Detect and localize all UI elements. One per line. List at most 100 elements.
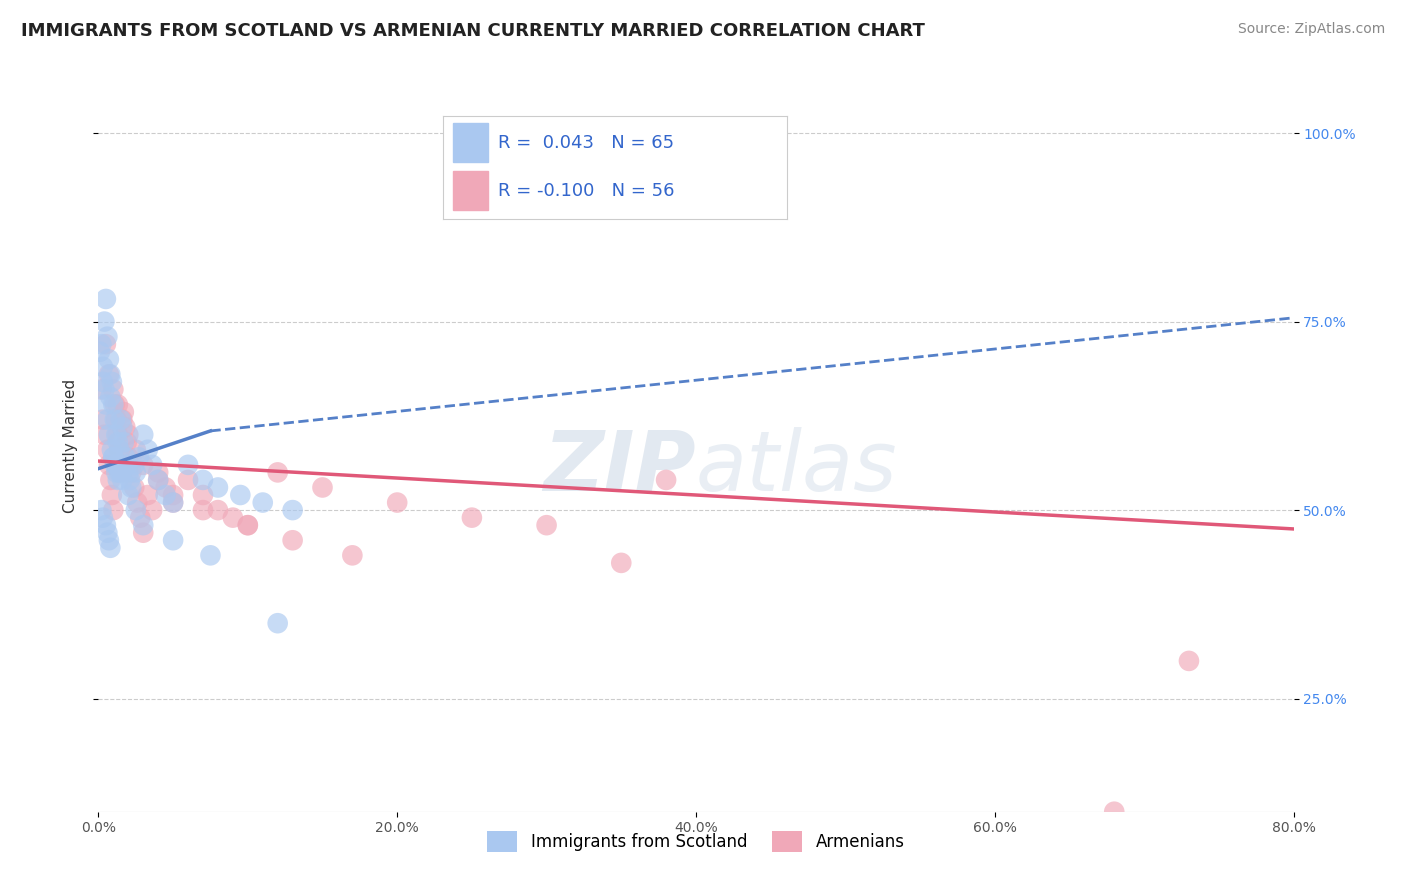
Point bbox=[98, 541, 122, 555]
Point bbox=[107, 427, 129, 442]
Point bbox=[105, 427, 128, 442]
Point bbox=[98, 390, 122, 404]
Point bbox=[236, 518, 259, 533]
Point bbox=[110, 466, 132, 480]
Point bbox=[141, 503, 163, 517]
Point bbox=[105, 458, 128, 472]
Point bbox=[132, 518, 155, 533]
Point bbox=[222, 510, 245, 524]
Point bbox=[136, 488, 159, 502]
Point bbox=[162, 495, 184, 509]
Point bbox=[342, 549, 364, 563]
Point bbox=[111, 412, 134, 426]
Point bbox=[124, 458, 146, 472]
Point bbox=[97, 458, 120, 472]
Point bbox=[120, 480, 142, 494]
Point bbox=[148, 466, 170, 480]
Point bbox=[108, 442, 131, 457]
Point bbox=[1104, 805, 1126, 819]
Point bbox=[132, 458, 155, 472]
Text: Source: ZipAtlas.com: Source: ZipAtlas.com bbox=[1237, 22, 1385, 37]
Point bbox=[107, 398, 129, 412]
Point bbox=[311, 480, 333, 494]
Point bbox=[108, 442, 131, 457]
Point bbox=[155, 488, 177, 502]
Legend: Immigrants from Scotland, Armenians: Immigrants from Scotland, Armenians bbox=[481, 824, 911, 858]
Point bbox=[103, 398, 125, 412]
Bar bbox=[453, 171, 488, 211]
Point bbox=[94, 292, 117, 306]
Point bbox=[118, 473, 141, 487]
Point bbox=[112, 405, 135, 419]
Point bbox=[91, 412, 114, 426]
Point bbox=[267, 466, 290, 480]
Point bbox=[207, 503, 229, 517]
Point bbox=[120, 466, 142, 480]
Point bbox=[97, 427, 120, 442]
Point bbox=[104, 398, 127, 412]
Point bbox=[94, 398, 117, 412]
Point bbox=[111, 420, 134, 434]
Point bbox=[177, 473, 200, 487]
Point bbox=[97, 352, 120, 367]
Point bbox=[110, 412, 132, 426]
Point bbox=[117, 488, 139, 502]
Point bbox=[115, 458, 138, 472]
Point bbox=[236, 518, 259, 533]
Point bbox=[101, 442, 124, 457]
Point bbox=[207, 480, 229, 494]
Point bbox=[191, 503, 214, 517]
Point bbox=[267, 616, 290, 631]
Point bbox=[101, 488, 124, 502]
Point bbox=[162, 533, 184, 548]
Point bbox=[96, 412, 118, 426]
Point bbox=[162, 488, 184, 502]
Point bbox=[461, 510, 484, 524]
Point bbox=[96, 329, 118, 343]
Point bbox=[125, 466, 148, 480]
Point bbox=[132, 427, 155, 442]
Point bbox=[252, 495, 274, 509]
Point bbox=[200, 549, 222, 563]
Point bbox=[103, 383, 125, 397]
Point bbox=[97, 533, 120, 548]
Point bbox=[104, 458, 127, 472]
Point bbox=[110, 458, 132, 472]
Point bbox=[111, 473, 134, 487]
Point bbox=[1178, 654, 1201, 668]
Point bbox=[385, 495, 409, 509]
Text: IMMIGRANTS FROM SCOTLAND VS ARMENIAN CURRENTLY MARRIED CORRELATION CHART: IMMIGRANTS FROM SCOTLAND VS ARMENIAN CUR… bbox=[21, 22, 925, 40]
Point bbox=[104, 412, 127, 426]
Point bbox=[162, 495, 184, 509]
Point bbox=[124, 480, 146, 494]
Point bbox=[128, 450, 150, 465]
Point bbox=[536, 518, 558, 533]
Point bbox=[93, 427, 115, 442]
Point bbox=[90, 503, 112, 517]
Point bbox=[107, 435, 129, 450]
Text: atlas: atlas bbox=[696, 427, 897, 508]
Y-axis label: Currently Married: Currently Married bbox=[63, 379, 77, 513]
Point bbox=[111, 466, 134, 480]
Point bbox=[655, 473, 678, 487]
Point bbox=[108, 466, 131, 480]
Point bbox=[191, 473, 214, 487]
Point bbox=[114, 450, 136, 465]
Point bbox=[98, 368, 122, 382]
Point bbox=[112, 435, 135, 450]
Point bbox=[91, 375, 114, 389]
Point bbox=[132, 525, 155, 540]
Point bbox=[96, 442, 118, 457]
Point bbox=[94, 518, 117, 533]
Point bbox=[129, 510, 152, 524]
Point bbox=[155, 480, 177, 494]
Point bbox=[191, 488, 214, 502]
Point bbox=[103, 450, 125, 465]
Point bbox=[281, 503, 304, 517]
Point bbox=[94, 337, 117, 351]
Point bbox=[103, 503, 125, 517]
Point bbox=[125, 503, 148, 517]
Point bbox=[229, 488, 252, 502]
Point bbox=[105, 412, 128, 426]
Point bbox=[96, 525, 118, 540]
